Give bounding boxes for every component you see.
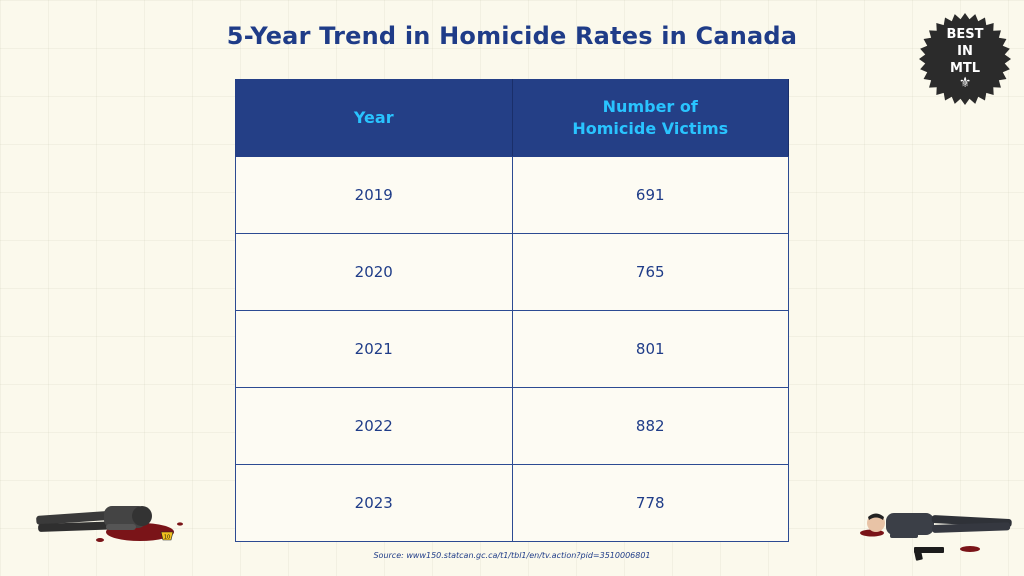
- evidence-marker-number: 10: [164, 535, 170, 541]
- best-in-mtl-badge: BEST IN MTL ⚜: [918, 12, 1012, 106]
- source-citation: Source: www150.statcan.gc.ca/t1/tbl1/en/…: [373, 551, 651, 560]
- year-cell: 2020: [235, 233, 513, 311]
- table-row: 2021 801: [235, 310, 789, 388]
- year-cell: 2022: [235, 387, 513, 465]
- badge-text: BEST IN MTL: [918, 26, 1012, 77]
- year-cell: 2023: [235, 464, 513, 542]
- victims-cell: 801: [511, 310, 789, 388]
- table-row: 2023 778: [235, 464, 789, 542]
- victims-cell: 882: [511, 387, 789, 465]
- badge-line-2: IN: [957, 44, 973, 59]
- table-row: 2019 691: [235, 156, 789, 234]
- table-row: 2022 882: [235, 387, 789, 465]
- victims-cell: 778: [511, 464, 789, 542]
- table-header-row: Year Number of Homicide Victims: [235, 79, 789, 157]
- table-row: 2020 765: [235, 233, 789, 311]
- evidence-marker: 10: [160, 531, 174, 541]
- header-year-label: Year: [353, 108, 394, 127]
- victims-cell: 765: [511, 233, 789, 311]
- header-year: Year: [235, 79, 513, 157]
- gun-icon: [914, 547, 944, 561]
- victims-cell: 691: [511, 156, 789, 234]
- header-victims-line-1: Number of: [602, 97, 698, 116]
- right-body-illustration: [860, 513, 1012, 561]
- page-title: 5-Year Trend in Homicide Rates in Canada: [226, 22, 798, 50]
- fleur-de-lis-icon: ⚜: [958, 75, 972, 91]
- badge-line-1: BEST: [946, 27, 984, 42]
- homicide-table: Year Number of Homicide Victims 2019 691…: [235, 79, 789, 542]
- header-victims: Number of Homicide Victims: [511, 79, 789, 157]
- year-cell: 2021: [235, 310, 513, 388]
- header-victims-line-2: Homicide Victims: [572, 119, 729, 138]
- left-body-illustration: 10: [36, 506, 183, 542]
- badge-seal-icon: [919, 13, 1011, 105]
- badge-line-3: MTL: [949, 61, 981, 76]
- year-cell: 2019: [235, 156, 513, 234]
